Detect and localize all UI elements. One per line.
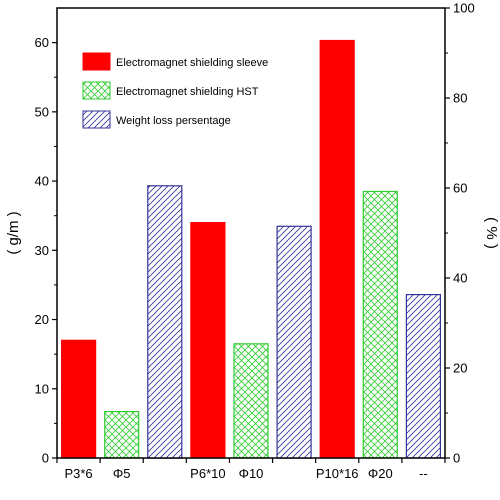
y-tick-label-2: 20	[35, 312, 49, 327]
x-tick-label-6: P10*16	[316, 466, 359, 481]
y-axis-title: ( g/m )	[5, 211, 22, 254]
legend-swatch-2	[82, 110, 111, 129]
y-tick-label-0: 0	[42, 451, 49, 466]
y-tick-label-3: 30	[35, 243, 49, 258]
x-tick-label-4: Φ10	[239, 466, 264, 481]
y2-tick-label-4: 80	[453, 91, 467, 106]
y2-axis-title: ( % )	[483, 217, 500, 249]
y-tick-label-1: 10	[35, 381, 49, 396]
y2-tick-label-0: 0	[453, 451, 460, 466]
x-tick-label-7: Φ20	[368, 466, 393, 481]
legend-swatch-0	[82, 52, 111, 71]
y-tick-label-4: 40	[35, 174, 49, 189]
axes-layer	[52, 7, 450, 463]
bar-s2-1	[276, 225, 312, 459]
x-tick-label-8: --	[419, 466, 428, 481]
x-tick-label-1: Φ5	[113, 466, 131, 481]
y2-tick-label-1: 20	[453, 361, 467, 376]
bar-s1-2	[362, 190, 398, 459]
bar-s0-0	[60, 339, 97, 459]
x-tick-label-0: P3*6	[64, 466, 92, 481]
y2-tick-label-2: 40	[453, 271, 467, 286]
bar-s0-1	[190, 222, 226, 459]
legend-label-2: Weight loss persentage	[116, 115, 231, 127]
y-tick-label-6: 60	[35, 35, 49, 50]
legend-swatch-1	[82, 81, 111, 100]
bar-s0-2	[319, 39, 355, 459]
bar-s1-0	[104, 411, 140, 459]
legend-label-1: Electromagnet shielding HST	[116, 86, 259, 98]
bar-s2-0	[147, 185, 183, 459]
bar-s2-2	[405, 294, 441, 459]
y2-tick-label-5: 100	[453, 1, 475, 16]
legend: Electromagnet shielding sleeve Electromag…	[82, 52, 268, 129]
legend-label-0: Electromagnet shielding sleeve	[116, 57, 268, 69]
bar-s1-1	[233, 343, 269, 459]
x-tick-label-3: P6*10	[190, 466, 225, 481]
y2-tick-label-3: 60	[453, 181, 467, 196]
y-tick-label-5: 50	[35, 104, 49, 119]
labels-layer: 0 10 20 30 40 50 60 0 20 40 60 80 100 P3*6 Φ5 P6*10 Φ10 P…	[5, 1, 500, 482]
bars-layer	[60, 39, 441, 459]
